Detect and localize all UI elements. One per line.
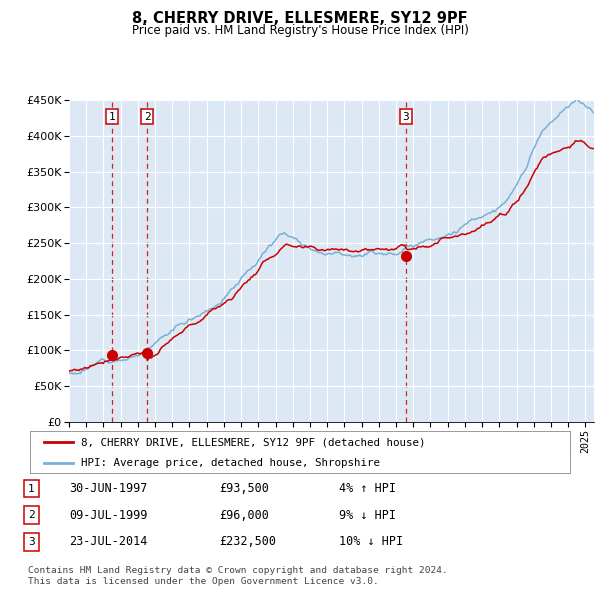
- Text: 8, CHERRY DRIVE, ELLESMERE, SY12 9PF (detached house): 8, CHERRY DRIVE, ELLESMERE, SY12 9PF (de…: [82, 437, 426, 447]
- Text: 10% ↓ HPI: 10% ↓ HPI: [339, 535, 403, 548]
- Text: 9% ↓ HPI: 9% ↓ HPI: [339, 509, 396, 522]
- Text: £93,500: £93,500: [219, 482, 269, 495]
- Text: 2: 2: [28, 510, 35, 520]
- Text: HPI: Average price, detached house, Shropshire: HPI: Average price, detached house, Shro…: [82, 458, 380, 467]
- Text: 1: 1: [28, 484, 35, 493]
- Text: 30-JUN-1997: 30-JUN-1997: [69, 482, 148, 495]
- Text: £232,500: £232,500: [219, 535, 276, 548]
- Text: 09-JUL-1999: 09-JUL-1999: [69, 509, 148, 522]
- Text: 4% ↑ HPI: 4% ↑ HPI: [339, 482, 396, 495]
- Text: Contains HM Land Registry data © Crown copyright and database right 2024.
This d: Contains HM Land Registry data © Crown c…: [28, 566, 448, 586]
- Text: 3: 3: [28, 537, 35, 546]
- Text: 3: 3: [403, 112, 409, 122]
- Text: 23-JUL-2014: 23-JUL-2014: [69, 535, 148, 548]
- Text: £96,000: £96,000: [219, 509, 269, 522]
- Text: 8, CHERRY DRIVE, ELLESMERE, SY12 9PF: 8, CHERRY DRIVE, ELLESMERE, SY12 9PF: [132, 11, 468, 25]
- Text: 2: 2: [144, 112, 151, 122]
- Text: 1: 1: [109, 112, 115, 122]
- Text: Price paid vs. HM Land Registry's House Price Index (HPI): Price paid vs. HM Land Registry's House …: [131, 24, 469, 37]
